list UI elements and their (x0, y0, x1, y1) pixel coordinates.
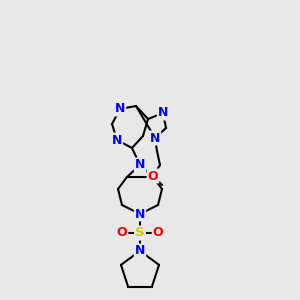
Text: O: O (148, 169, 158, 182)
Text: O: O (153, 226, 163, 239)
Text: N: N (115, 103, 125, 116)
Text: N: N (112, 134, 122, 146)
Text: N: N (135, 208, 145, 220)
Text: S: S (135, 226, 145, 239)
Text: N: N (150, 131, 160, 145)
Text: N: N (135, 244, 145, 257)
Text: N: N (135, 158, 145, 172)
Text: O: O (117, 226, 127, 239)
Text: N: N (158, 106, 168, 119)
